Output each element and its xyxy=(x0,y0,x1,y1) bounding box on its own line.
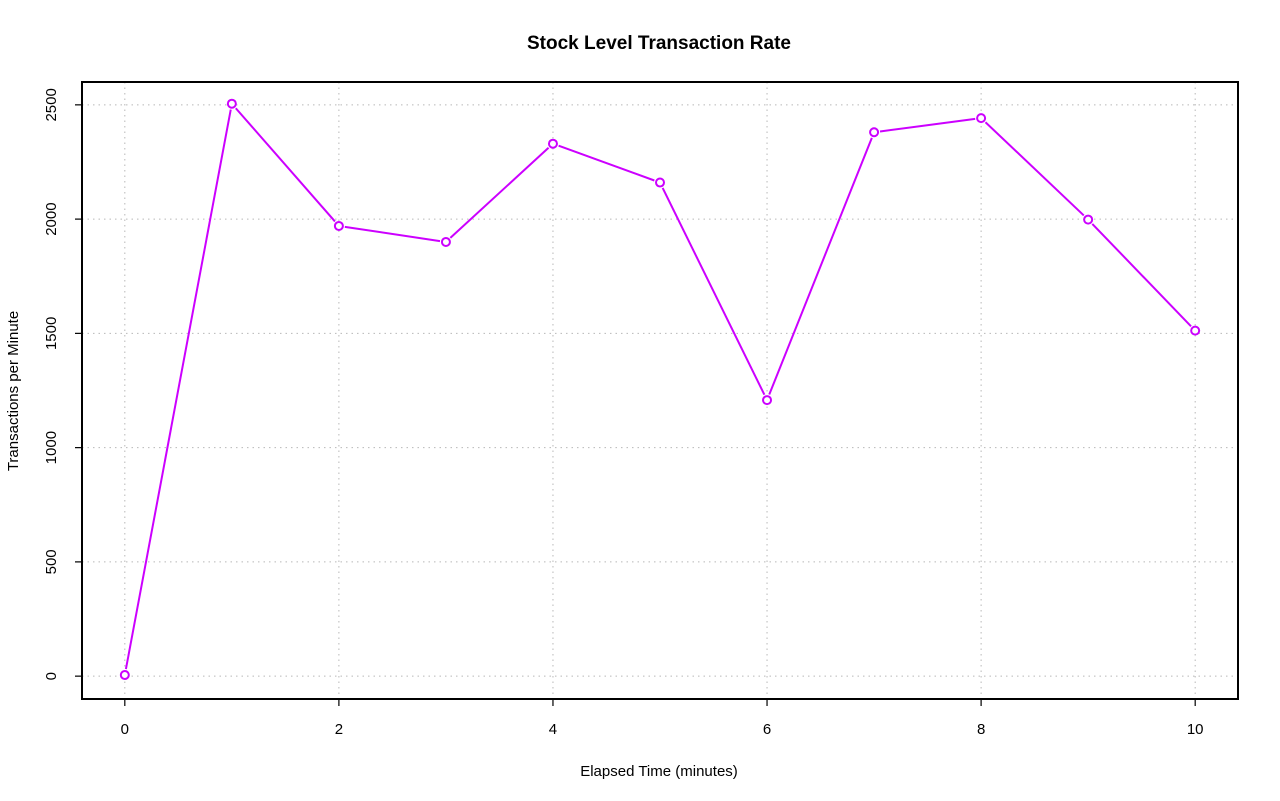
x-tick-label: 8 xyxy=(977,721,985,738)
y-axis-label: Transactions per Minute xyxy=(5,311,22,471)
data-point xyxy=(333,220,344,231)
x-tick-label: 6 xyxy=(763,721,771,738)
data-point xyxy=(1083,214,1094,225)
series-line-segment xyxy=(124,109,232,670)
x-tick-label: 0 xyxy=(121,721,129,738)
data-point xyxy=(226,98,237,109)
series-line-segment xyxy=(879,117,976,133)
x-tick-label: 4 xyxy=(549,721,557,738)
series-line-segment xyxy=(558,144,655,182)
chart-title: Stock Level Transaction Rate xyxy=(527,33,791,54)
data-point xyxy=(547,138,558,149)
y-tick-label: 1500 xyxy=(43,317,60,350)
data-point xyxy=(119,670,130,681)
plot-frame xyxy=(81,81,1239,700)
data-point xyxy=(440,236,451,247)
y-tick-label: 0 xyxy=(43,672,60,680)
series-line-segment xyxy=(235,107,336,223)
y-tick-label: 2000 xyxy=(43,202,60,235)
series-line-segment xyxy=(661,187,766,396)
y-tick-label: 500 xyxy=(43,549,60,574)
y-tick-label: 2500 xyxy=(43,88,60,121)
series-layer xyxy=(119,98,1201,681)
data-point xyxy=(976,113,987,124)
x-tick-label: 10 xyxy=(1187,721,1204,738)
x-axis-label: Elapsed Time (minutes) xyxy=(580,763,738,780)
data-point xyxy=(1190,325,1201,336)
x-tick-label: 2 xyxy=(335,721,343,738)
series-line-segment xyxy=(1091,223,1192,328)
series-line-segment xyxy=(344,225,441,243)
data-point xyxy=(655,177,665,188)
data-point xyxy=(869,127,880,138)
series-line-segment xyxy=(449,147,550,239)
grid xyxy=(82,82,1238,699)
series-line-segment xyxy=(768,137,873,395)
y-tick-label: 1000 xyxy=(43,431,60,464)
series-line-segment xyxy=(984,121,1085,217)
data-point xyxy=(762,395,773,406)
